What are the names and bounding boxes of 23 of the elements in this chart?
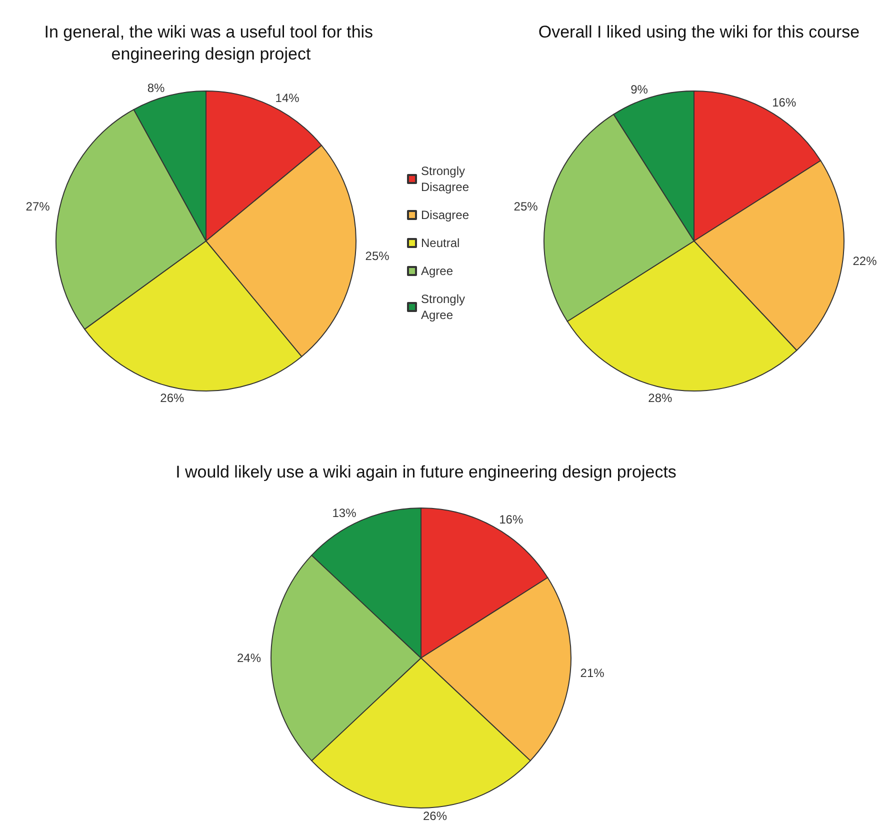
- data-label: 13%: [332, 506, 357, 520]
- data-label: 28%: [648, 390, 673, 405]
- data-label: 24%: [236, 651, 262, 665]
- chart-title: Overall I liked using the wiki for this course: [538, 22, 860, 42]
- legend-label: Agree: [421, 264, 454, 278]
- data-label: 16%: [772, 96, 796, 110]
- data-label: 21%: [580, 666, 605, 680]
- chart-title: In general, the wiki was a useful tool for this engineering design project: [44, 22, 378, 64]
- data-label: 14%: [275, 91, 300, 106]
- data-label: 22%: [852, 254, 878, 268]
- legend-label: Strongly Disagree: [421, 164, 470, 194]
- legend-label: Neutral: [421, 236, 460, 250]
- chart-title: I would likely use a wiki again in future engineering design projects: [176, 462, 676, 482]
- data-label: 25%: [365, 248, 390, 263]
- data-label: 26%: [423, 809, 448, 823]
- legend-label: Disagree: [421, 208, 470, 222]
- data-label: 27%: [26, 200, 50, 214]
- data-label: 8%: [147, 80, 166, 95]
- data-label: 26%: [160, 390, 185, 405]
- data-label: 25%: [514, 200, 538, 214]
- legend-label: Strongly Agree: [421, 292, 468, 322]
- data-label: 9%: [630, 82, 648, 96]
- data-label: 16%: [499, 512, 524, 527]
